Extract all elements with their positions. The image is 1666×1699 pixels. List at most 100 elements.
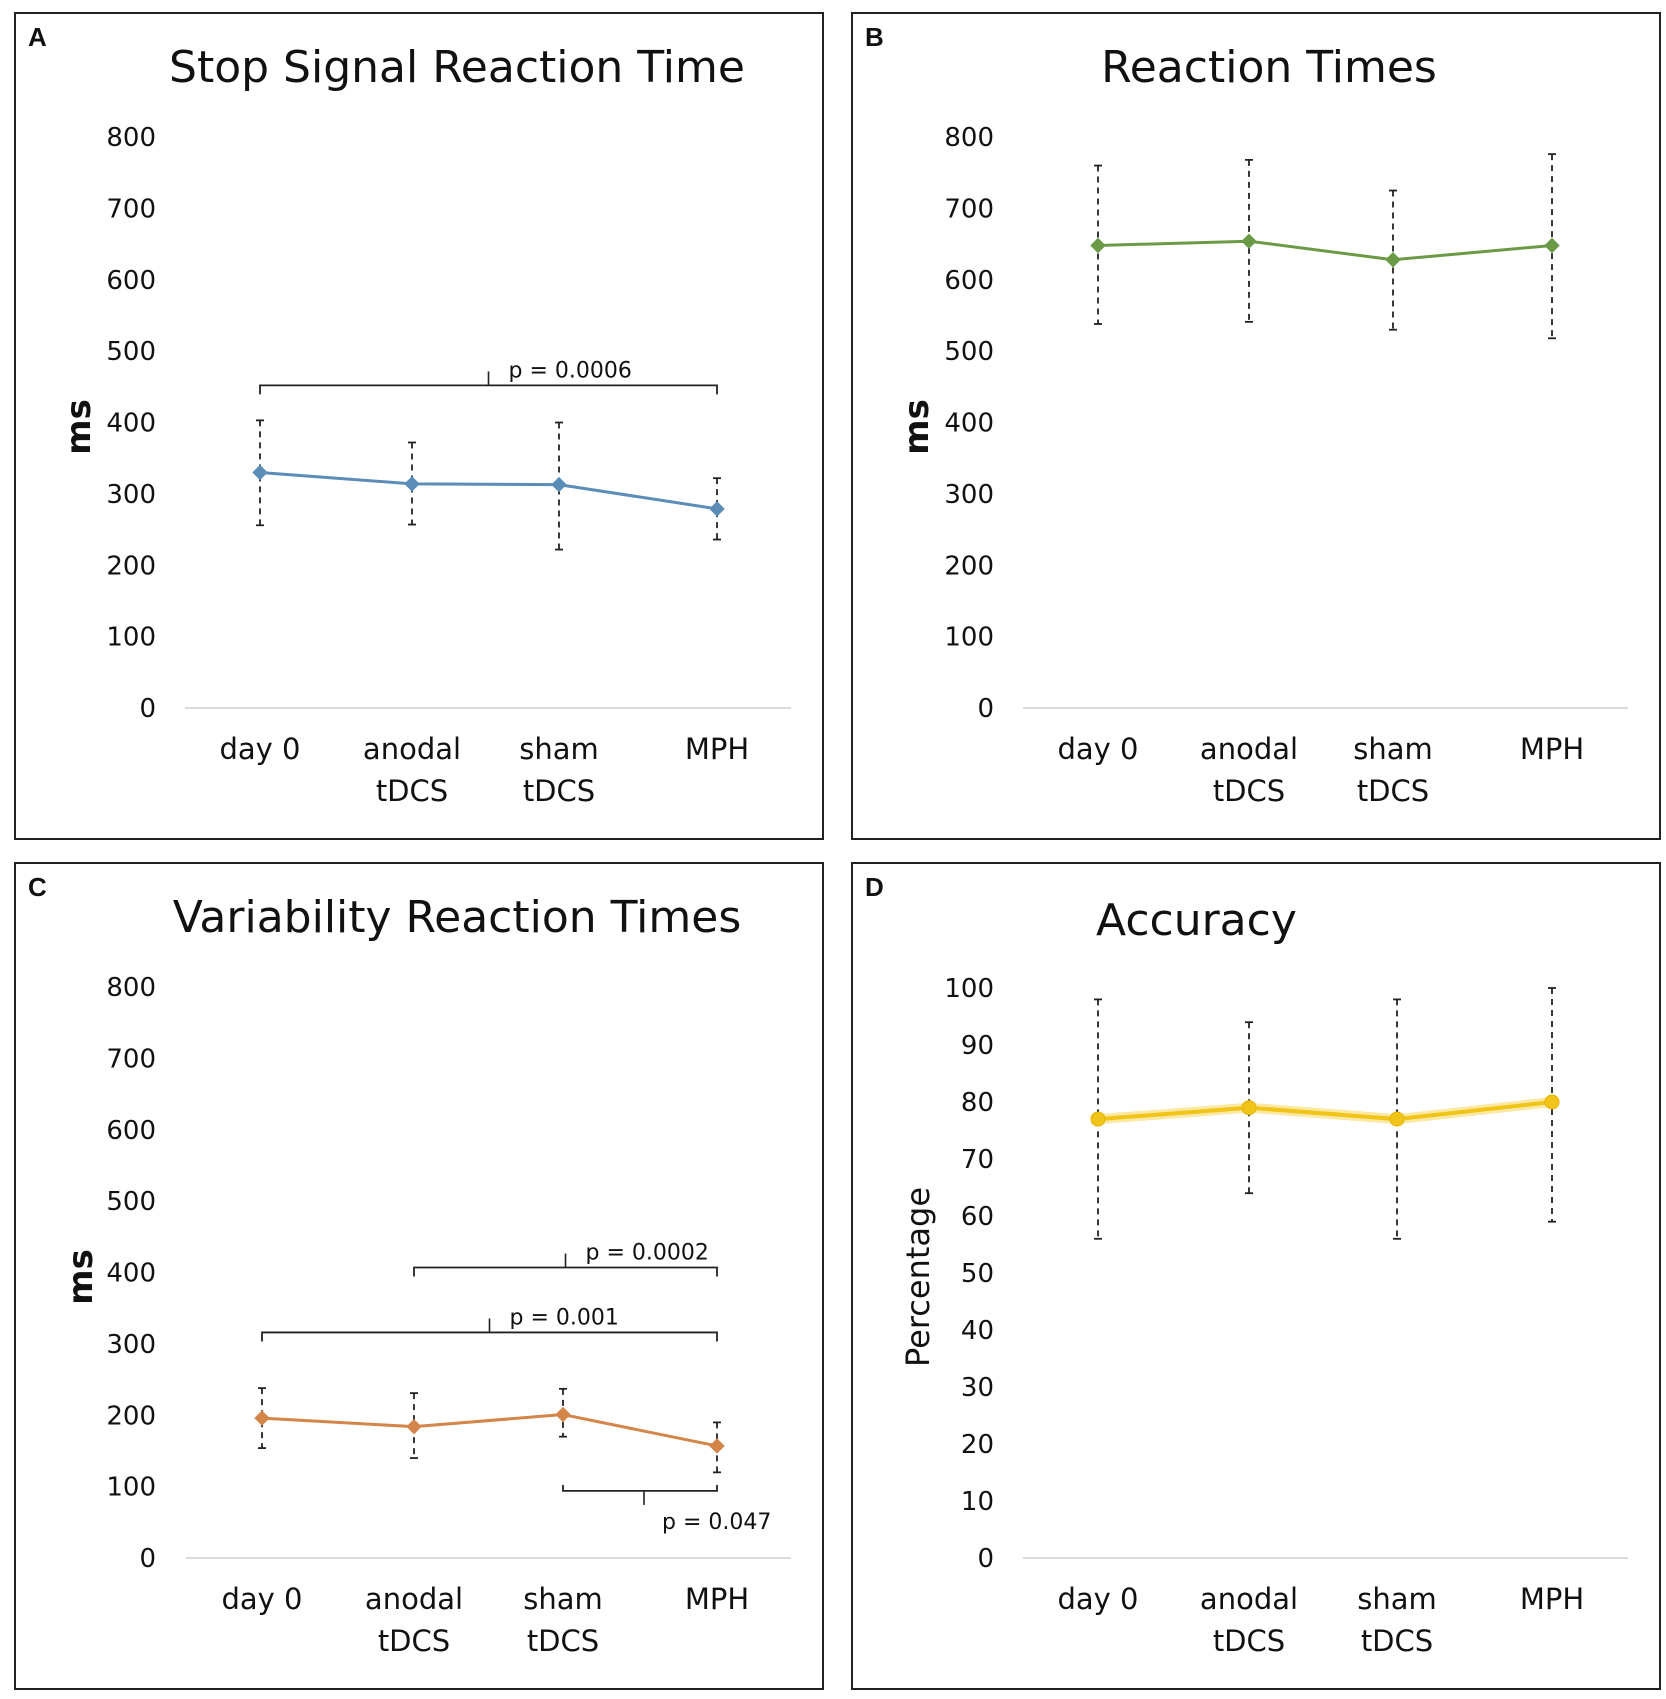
x-tick-label: MPH: [685, 732, 749, 766]
chart-title: Stop Signal Reaction Time: [169, 42, 745, 93]
chart-panel-d: D Accuracy 0 10 20 30 40 50 60 70 80 90 100 Percentag…: [851, 862, 1661, 1690]
data-point: [551, 476, 567, 493]
y-tick-label: 0: [977, 1544, 994, 1574]
p-value-label: p = 0.0006: [509, 358, 632, 383]
y-tick-label: 100: [106, 623, 156, 653]
x-tick-label: anodal: [363, 732, 461, 766]
chart-panel-a: A Stop Signal Reaction Time 0 100 200 300 400 5…: [14, 12, 824, 840]
data-point: [709, 501, 725, 517]
y-tick-label: 600: [106, 266, 156, 296]
y-tick-label: 700: [106, 194, 156, 224]
x-tick-label: MPH: [1520, 1582, 1584, 1616]
data-point: [252, 464, 268, 481]
chart-title: Reaction Times: [1101, 42, 1437, 93]
data-point: [1090, 237, 1106, 254]
y-tick-label: 700: [106, 1044, 156, 1074]
data-point: [1385, 252, 1401, 268]
significance-bracket: [562, 1484, 718, 1492]
chart-a-svg: A Stop Signal Reaction Time 0 100 200 300 400 5…: [28, 22, 791, 808]
significance-bracket: [413, 1266, 718, 1277]
y-tick-label: 40: [961, 1316, 994, 1346]
y-tick-label: 400: [106, 409, 156, 439]
x-tick-label: day 0: [1057, 732, 1138, 766]
y-tick-label: 300: [944, 480, 994, 510]
y-tick-label: 100: [944, 974, 994, 1004]
y-tick-label: 20: [961, 1430, 994, 1460]
y-tick-label: 30: [961, 1373, 994, 1403]
y-tick-label: 400: [944, 409, 994, 439]
significance-bracket: [259, 384, 718, 395]
x-tick-label: tDCS: [376, 774, 448, 808]
y-tick-label: 700: [944, 194, 994, 224]
y-tick-label: 800: [944, 123, 994, 153]
panel-letter-a: A: [28, 22, 47, 52]
x-tick-label: sham: [1357, 1582, 1437, 1616]
series-line: [259, 470, 718, 511]
y-tick-label: 500: [106, 337, 156, 367]
panel-letter-d: D: [865, 872, 884, 902]
x-tick-label: sham: [1353, 732, 1433, 766]
series-line: [1097, 1100, 1553, 1122]
data-point: [555, 1406, 571, 1423]
x-tick-label: MPH: [685, 1582, 749, 1616]
y-tick-label: 300: [106, 1330, 156, 1360]
data-point: [1544, 237, 1560, 254]
y-tick-label: 800: [106, 123, 156, 153]
y-axis-label: ms: [61, 1249, 101, 1305]
data-point: [1389, 1111, 1405, 1127]
panel-letter-c: C: [28, 872, 47, 902]
y-tick-label: 50: [961, 1259, 994, 1289]
x-tick-label: MPH: [1520, 732, 1584, 766]
y-tick-label: 200: [106, 1401, 156, 1431]
y-axis-label: ms: [59, 399, 99, 455]
x-tick-label: tDCS: [1213, 1624, 1285, 1658]
x-tick-label: anodal: [1200, 1582, 1298, 1616]
data-point: [406, 1418, 422, 1435]
y-tick-label: 60: [961, 1202, 994, 1232]
y-tick-label: 600: [106, 1116, 156, 1146]
data-point: [709, 1438, 725, 1454]
y-tick-label: 10: [961, 1487, 994, 1517]
panel-letter-b: B: [865, 22, 884, 52]
x-tick-label: anodal: [365, 1582, 463, 1616]
data-point: [1090, 1111, 1106, 1127]
p-value-label: p = 0.047: [662, 1510, 771, 1535]
y-tick-label: 400: [106, 1259, 156, 1289]
x-tick-label: tDCS: [1357, 774, 1429, 808]
y-tick-label: 500: [106, 1187, 156, 1217]
x-tick-label: tDCS: [1361, 1624, 1433, 1658]
p-value-label: p = 0.001: [510, 1305, 619, 1330]
chart-title: Variability Reaction Times: [173, 892, 742, 943]
y-tick-label: 600: [944, 266, 994, 296]
y-tick-label: 300: [106, 480, 156, 510]
chart-b-svg: B Reaction Times 0 100 200 300 400 500 600 700 800…: [865, 22, 1628, 808]
x-tick-label: day 0: [221, 1582, 302, 1616]
y-tick-label: 0: [977, 694, 994, 724]
y-tick-label: 800: [106, 973, 156, 1003]
data-point: [1241, 1100, 1257, 1116]
x-tick-label: tDCS: [527, 1624, 599, 1658]
chart-c-svg: C Variability Reaction Times 0 100 200 300 400…: [28, 872, 791, 1658]
significance-bracket: [261, 1331, 718, 1342]
p-value-label: p = 0.0002: [586, 1241, 709, 1266]
series-line: [1097, 239, 1553, 262]
y-axis-label: ms: [897, 399, 937, 455]
chart-panel-b: B Reaction Times 0 100 200 300 400 500 600 700 800…: [851, 12, 1661, 840]
y-tick-label: 100: [944, 623, 994, 653]
x-tick-label: sham: [523, 1582, 603, 1616]
x-tick-label: anodal: [1200, 732, 1298, 766]
y-tick-label: 90: [961, 1031, 994, 1061]
x-tick-label: sham: [519, 732, 599, 766]
y-tick-label: 200: [944, 551, 994, 581]
y-axis-label: Percentage: [899, 1187, 937, 1367]
chart-title: Accuracy: [1096, 895, 1297, 946]
y-tick-label: 70: [961, 1145, 994, 1175]
data-point: [404, 476, 420, 492]
x-tick-label: day 0: [219, 732, 300, 766]
data-point: [254, 1410, 270, 1426]
y-tick-label: 500: [944, 337, 994, 367]
y-tick-label: 0: [139, 694, 156, 724]
x-tick-label: tDCS: [523, 774, 595, 808]
series-line: [261, 1413, 718, 1448]
x-tick-label: day 0: [1057, 1582, 1138, 1616]
